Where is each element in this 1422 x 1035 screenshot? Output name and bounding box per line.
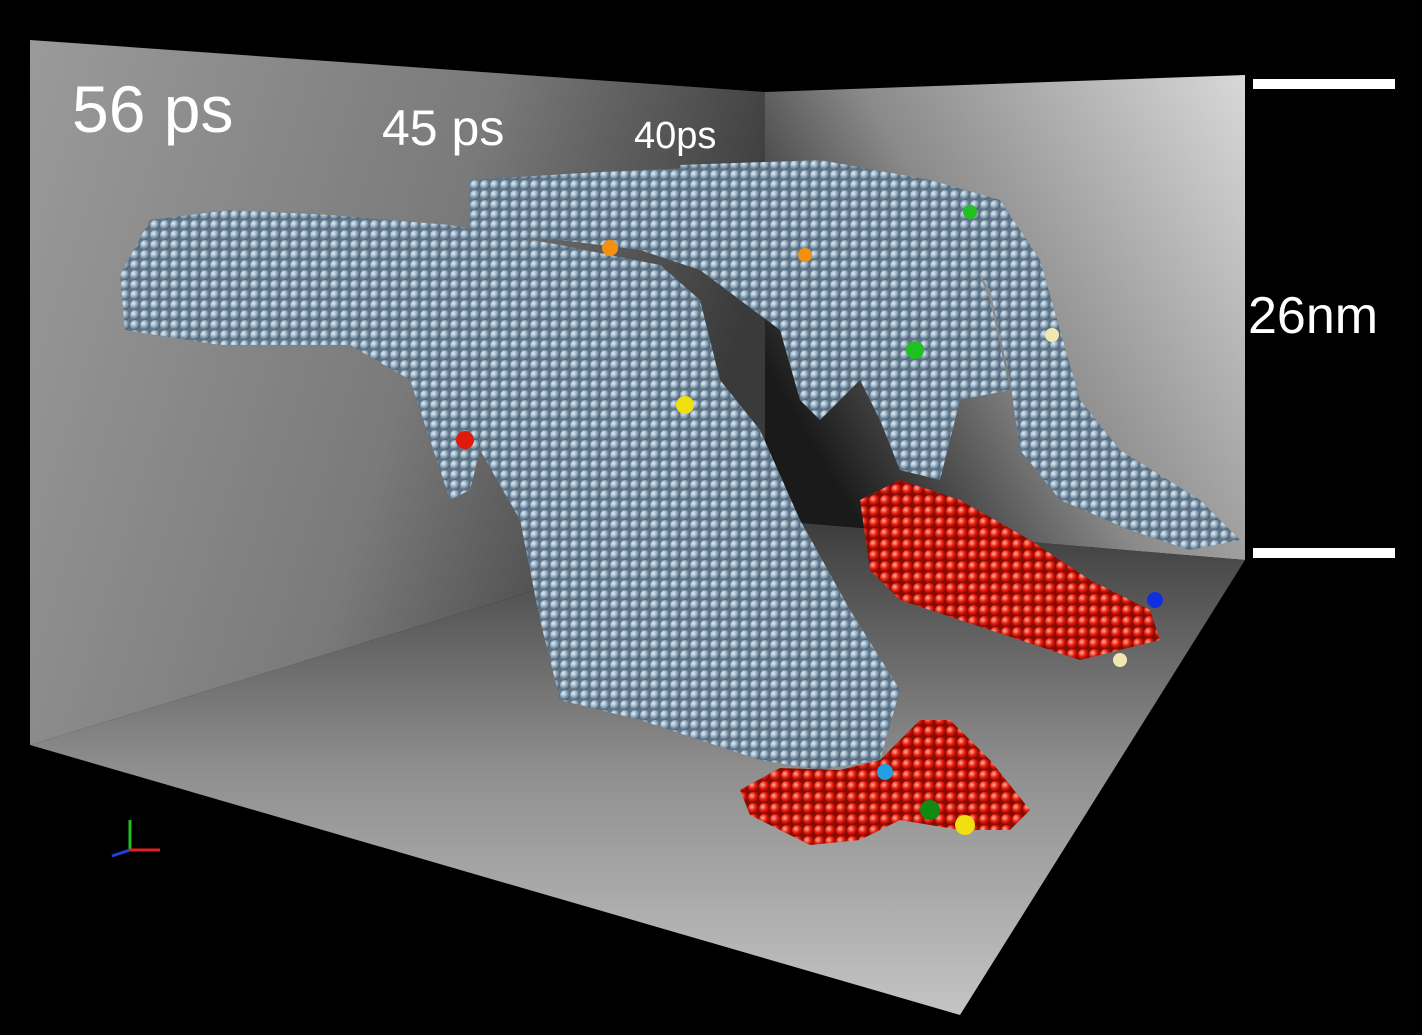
time-label: 56 ps <box>72 72 233 146</box>
scale-bar-label: 26nm <box>1248 287 1378 345</box>
axis-triad <box>112 820 160 856</box>
time-label: 45 ps <box>382 100 504 156</box>
time-label: 40ps <box>634 115 716 157</box>
visualization: 56 ps 45 ps 40ps 26nm <box>0 0 1422 1035</box>
